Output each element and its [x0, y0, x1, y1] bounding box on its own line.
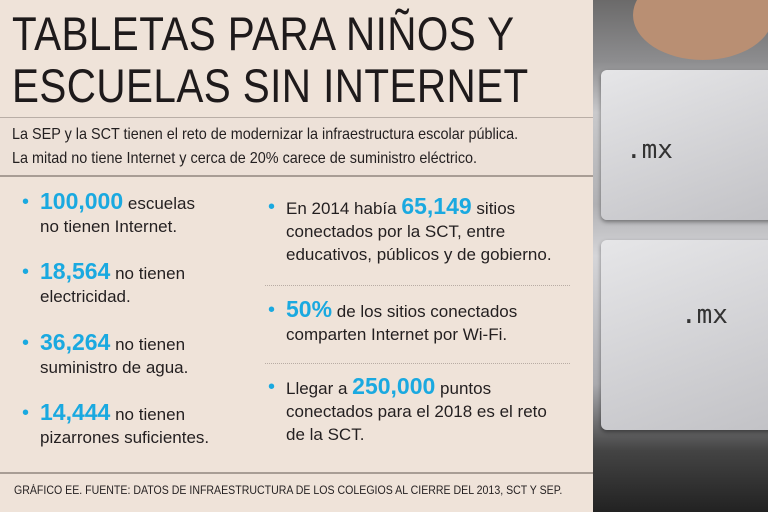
stat-text: escuelas: [123, 194, 195, 213]
stat-text: educativos, públicos y de gobierno.: [286, 245, 552, 264]
stat-text: conectados por la SCT, entre: [286, 222, 506, 241]
stat-number: 250,000: [352, 373, 436, 399]
bullet-icon: •: [22, 261, 30, 283]
stat-text: electricidad.: [40, 287, 131, 306]
stat-text: En 2014 había: [286, 199, 402, 218]
child-face: [633, 0, 768, 60]
stat-number: 36,264: [40, 329, 111, 355]
bullet-icon: •: [22, 402, 30, 424]
laptop-label: .mx: [626, 135, 673, 165]
bullet-icon: •: [268, 196, 276, 218]
stat-number: 65,149: [401, 193, 472, 219]
children-laptops-photo: .mx .mx: [593, 0, 768, 512]
stat-text: de los sitios conectados: [332, 302, 518, 321]
source-footer: GRÁFICO EE. FUENTE: DATOS DE INFRAESTRUC…: [14, 485, 563, 497]
stat-text: comparten Internet por Wi-Fi.: [286, 325, 508, 344]
title-line-1: TABLETAS PARA NIÑOS Y: [12, 7, 515, 60]
stat-number: 100,000: [40, 188, 124, 214]
stat-item: • 100,000 escuelas no tienen Internet.: [22, 188, 195, 238]
stat-text: no tienen: [110, 335, 186, 354]
stat-item: • 36,264 no tienen suministro de agua.: [22, 329, 189, 379]
intro-line-1: La SEP y la SCT tienen el reto de modern…: [12, 126, 519, 143]
stat-text: Llegar a: [286, 379, 353, 398]
laptop-image: .mx: [601, 70, 768, 220]
laptop-image: .mx: [601, 240, 768, 430]
bullet-icon: •: [22, 332, 30, 354]
stat-item: • 50% de los sitios conectados comparten I…: [268, 296, 518, 346]
stat-item: • En 2014 había 65,149 sitios conectados p…: [268, 193, 552, 266]
divider: [265, 363, 570, 364]
stat-text: no tienen: [110, 405, 186, 424]
stat-text: no tienen Internet.: [40, 217, 178, 236]
intro-line-2: La mitad no tiene Internet y cerca de 20…: [12, 150, 478, 167]
stat-text: conectados para el 2018 es el reto: [286, 402, 547, 421]
stat-text: no tienen: [110, 264, 186, 283]
stat-item: • Llegar a 250,000 puntos conectados para …: [268, 373, 547, 446]
bullet-icon: •: [22, 191, 30, 213]
intro-text: La SEP y la SCT tienen el reto de modern…: [0, 117, 593, 177]
footer-divider: [0, 472, 593, 474]
stat-number: 14,444: [40, 399, 111, 425]
divider: [265, 285, 570, 286]
bullet-icon: •: [268, 376, 276, 398]
stat-number: 18,564: [40, 258, 111, 284]
stat-number: 50%: [286, 296, 333, 322]
title-line-2: ESCUELAS SIN INTERNET: [12, 59, 529, 112]
stat-text: sitios: [471, 199, 516, 218]
stat-text: puntos: [435, 379, 492, 398]
stat-text: de la SCT.: [286, 425, 365, 444]
stat-item: • 18,564 no tienen electricidad.: [22, 258, 186, 308]
stat-text: suministro de agua.: [40, 358, 189, 377]
stat-text: pizarrones suficientes.: [40, 428, 210, 447]
page-title: TABLETAS PARA NIÑOS Y ESCUELAS SIN INTER…: [12, 8, 529, 112]
laptop-label: .mx: [681, 300, 728, 330]
bullet-icon: •: [268, 299, 276, 321]
stat-item: • 14,444 no tienen pizarrones suficientes.: [22, 399, 210, 449]
